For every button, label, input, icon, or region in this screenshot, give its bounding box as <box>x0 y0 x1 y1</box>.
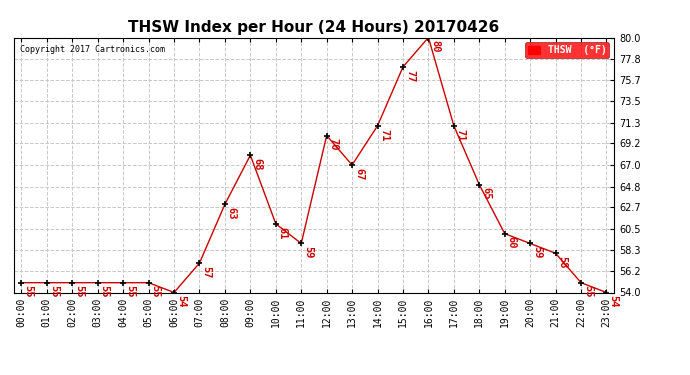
Text: 58: 58 <box>558 256 568 268</box>
Text: Copyright 2017 Cartronics.com: Copyright 2017 Cartronics.com <box>20 45 165 54</box>
Text: 59: 59 <box>303 246 313 259</box>
Text: 61: 61 <box>278 226 288 239</box>
Text: 63: 63 <box>227 207 237 219</box>
Text: 65: 65 <box>481 188 491 200</box>
Text: 55: 55 <box>75 285 84 298</box>
Text: 54: 54 <box>609 295 618 308</box>
Text: 55: 55 <box>23 285 33 298</box>
Text: 57: 57 <box>201 266 211 278</box>
Legend: THSW  (°F): THSW (°F) <box>525 42 609 58</box>
Text: 55: 55 <box>583 285 593 298</box>
Text: 55: 55 <box>99 285 110 298</box>
Text: 60: 60 <box>506 236 517 249</box>
Text: 55: 55 <box>49 285 59 298</box>
Text: 71: 71 <box>380 129 389 141</box>
Text: 80: 80 <box>431 40 440 53</box>
Text: 59: 59 <box>532 246 542 259</box>
Title: THSW Index per Hour (24 Hours) 20170426: THSW Index per Hour (24 Hours) 20170426 <box>128 20 500 35</box>
Text: 55: 55 <box>125 285 135 298</box>
Text: 55: 55 <box>150 285 161 298</box>
Text: 54: 54 <box>176 295 186 308</box>
Text: 77: 77 <box>405 70 415 82</box>
Text: 67: 67 <box>354 168 364 180</box>
Text: 68: 68 <box>253 158 262 171</box>
Text: 70: 70 <box>328 138 339 151</box>
Text: 71: 71 <box>456 129 466 141</box>
